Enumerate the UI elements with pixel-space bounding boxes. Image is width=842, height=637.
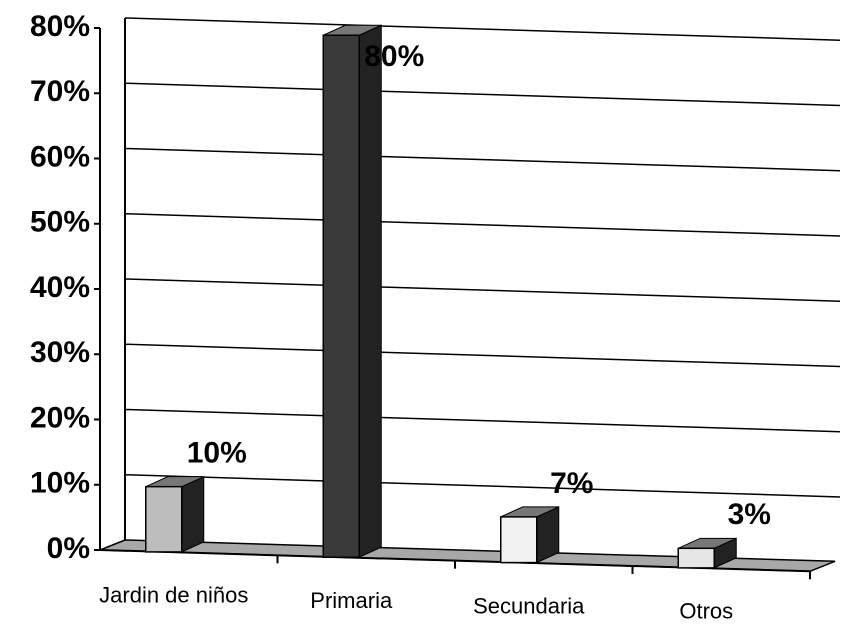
y-tick-label: 70% bbox=[30, 75, 90, 108]
grid-line bbox=[124, 147, 841, 172]
grid-line bbox=[124, 17, 841, 41]
bar bbox=[322, 34, 360, 558]
value-label: 3% bbox=[728, 498, 771, 531]
y-tick-label: 80% bbox=[30, 10, 90, 43]
grid-line bbox=[124, 278, 841, 302]
y-tick-label: 50% bbox=[30, 206, 90, 239]
y-tick-label: 60% bbox=[30, 140, 90, 173]
value-label: 7% bbox=[550, 467, 593, 500]
bar-side bbox=[358, 24, 382, 559]
value-label: 10% bbox=[187, 437, 247, 470]
grid-line bbox=[124, 343, 841, 368]
x-tick-label: Jardin de niños bbox=[99, 583, 248, 608]
bar-side bbox=[181, 475, 205, 553]
y-tick-label: 30% bbox=[30, 336, 90, 369]
bar bbox=[500, 516, 538, 564]
value-label: 80% bbox=[364, 40, 424, 73]
y-tick-label: 10% bbox=[30, 467, 90, 500]
bar bbox=[145, 485, 183, 553]
y-tick-label: 20% bbox=[30, 401, 90, 434]
x-tick-label: Primaria bbox=[310, 588, 393, 613]
grid-line bbox=[124, 213, 841, 237]
grid-line bbox=[124, 408, 841, 433]
bar bbox=[677, 547, 715, 569]
grid-line bbox=[124, 474, 841, 498]
y-tick-label: 40% bbox=[30, 271, 90, 304]
x-tick-label: Secundaria bbox=[473, 593, 585, 618]
x-tick-label: Otros bbox=[679, 599, 733, 624]
y-tick-label: 0% bbox=[47, 532, 90, 565]
grid-line bbox=[124, 82, 841, 107]
